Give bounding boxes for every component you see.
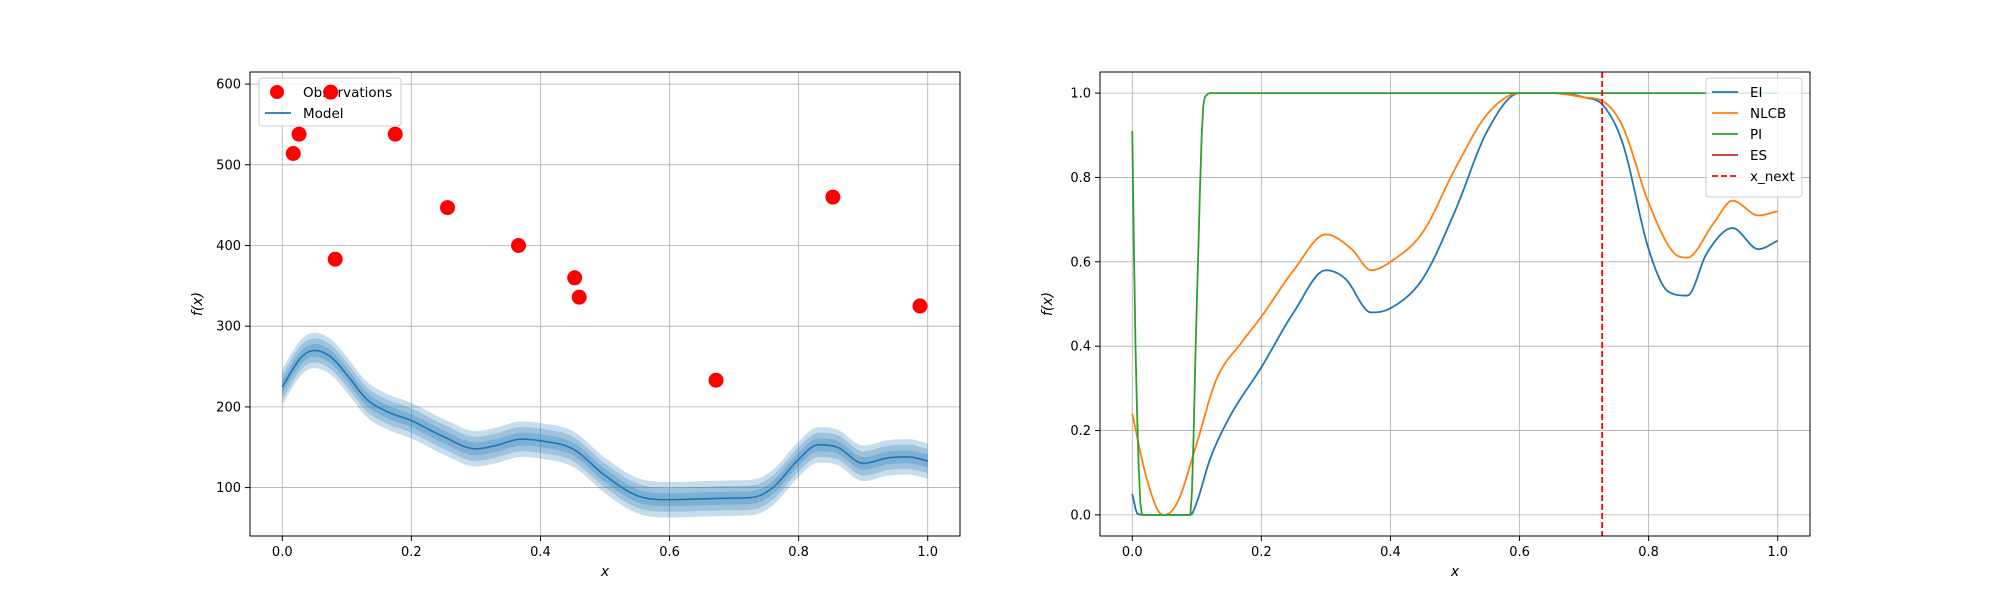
model-panel: 0.0 0.2 0.4 0.6 0.8 1.0 100 200 300 400 500 600 x f(x… [190,71,961,580]
model-uncertainty-band [282,338,928,512]
model-uncertainty-band [282,332,928,518]
observation-point [511,237,527,253]
observation-point [571,289,587,305]
observation-point [291,126,307,142]
y-tick-label: 0.4 [1070,340,1091,355]
y-tick-label: 0.8 [1070,171,1091,186]
y-tick-label: 500 [216,158,241,173]
y-tick-label: 100 [216,481,241,496]
y-tick-label: 200 [216,400,241,415]
model-mean-line [281,349,928,501]
axes-frame [1099,71,1811,537]
legend-marker-observations [270,85,284,99]
observation-point [387,126,403,142]
observation-point [327,251,343,267]
legend-label-nlcb: NLCB [1750,106,1786,122]
y-axis-label: f(x) [190,292,206,316]
y-tick-label: 1.0 [1070,87,1091,102]
legend-label-ei: EI [1750,85,1763,101]
legend-box [258,77,402,127]
series-line-nlcb [1131,92,1778,516]
y-tick-label: 0.6 [1070,255,1091,270]
legend-box [1705,77,1803,198]
observation-point [323,84,339,100]
axes-frame [249,71,961,537]
y-tick-label: 0.2 [1070,424,1091,439]
y-tick-label: 400 [216,239,241,254]
legend-label-es: ES [1750,148,1767,164]
observation-point [708,372,724,388]
legend-label-observations: Observations [303,85,392,101]
x-tick-label: 0.4 [530,545,551,560]
x-tick-label: 0.2 [401,545,422,560]
x-tick-label: 0.0 [1122,545,1143,560]
x-tick-label: 0.6 [659,545,680,560]
y-tick-label: 300 [216,320,241,335]
observation-point [825,189,841,205]
x-tick-label: 0.2 [1251,545,1272,560]
acquisition-panel: 0.0 0.2 0.4 0.6 0.8 1.0 0.0 0.2 0.4 0.6 0.8 1.0 x f(x… [1040,71,1811,580]
observation-point [912,298,928,314]
y-axis-label: f(x) [1040,292,1056,316]
y-tick-label: 600 [216,78,241,93]
series-line-pi [1131,92,1778,516]
observation-point [285,146,301,162]
legend-label-pi: PI [1750,127,1762,143]
x-tick-label: 1.0 [1767,545,1788,560]
model-uncertainty-band [282,343,928,507]
observation-point [440,200,456,216]
observation-point [567,270,583,286]
series-line-ei [1131,92,1779,516]
x-tick-label: 0.4 [1380,545,1401,560]
y-tick-label: 0.0 [1070,508,1091,523]
x-axis-label: x [1450,564,1460,580]
legend-label-x-next: x_next [1750,169,1795,185]
x-tick-label: 0.0 [272,545,293,560]
x-tick-label: 0.8 [1638,545,1659,560]
x-tick-label: 0.8 [788,545,809,560]
x-axis-label: x [600,564,610,580]
x-tick-label: 0.6 [1509,545,1530,560]
legend-label-model: Model [303,106,344,122]
x-tick-label: 1.0 [917,545,938,560]
